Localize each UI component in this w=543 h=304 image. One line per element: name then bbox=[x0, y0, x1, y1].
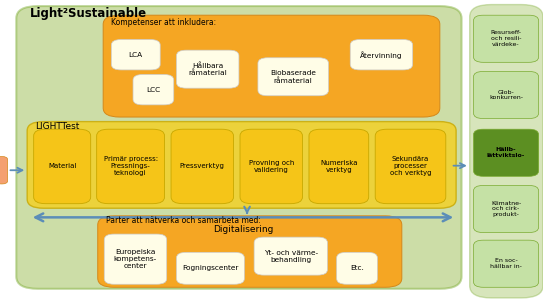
FancyBboxPatch shape bbox=[473, 129, 539, 176]
Text: LCC: LCC bbox=[146, 87, 161, 93]
Text: LCA: LCA bbox=[129, 52, 143, 58]
Text: Material: Material bbox=[48, 164, 77, 169]
Text: LIGHTTest: LIGHTTest bbox=[35, 122, 80, 131]
FancyBboxPatch shape bbox=[375, 129, 446, 204]
FancyBboxPatch shape bbox=[258, 58, 329, 96]
Text: Light²Sustainable: Light²Sustainable bbox=[30, 7, 147, 20]
Text: Sekundära
processer
och verktyg: Sekundära processer och verktyg bbox=[390, 157, 431, 176]
FancyBboxPatch shape bbox=[350, 40, 413, 70]
FancyBboxPatch shape bbox=[97, 129, 165, 204]
FancyBboxPatch shape bbox=[473, 185, 539, 233]
FancyBboxPatch shape bbox=[27, 122, 456, 208]
FancyBboxPatch shape bbox=[473, 240, 539, 287]
Text: Hållbara
råmaterial: Hållbara råmaterial bbox=[188, 62, 227, 76]
Text: Återvinning: Återvinning bbox=[360, 51, 403, 59]
FancyBboxPatch shape bbox=[133, 74, 174, 105]
FancyBboxPatch shape bbox=[254, 237, 327, 275]
FancyBboxPatch shape bbox=[0, 157, 8, 184]
Text: Glob-
konkurren-: Glob- konkurren- bbox=[489, 90, 523, 100]
Text: Fogningscenter: Fogningscenter bbox=[182, 265, 238, 271]
FancyBboxPatch shape bbox=[111, 40, 160, 70]
Text: Digitalisering: Digitalisering bbox=[213, 225, 273, 234]
FancyBboxPatch shape bbox=[34, 129, 91, 204]
Text: Primär process:
Pressnings-
teknologi: Primär process: Pressnings- teknologi bbox=[104, 157, 157, 176]
FancyBboxPatch shape bbox=[337, 252, 377, 284]
FancyBboxPatch shape bbox=[171, 129, 233, 204]
FancyBboxPatch shape bbox=[103, 15, 440, 117]
Text: Yt- och värme-
behandling: Yt- och värme- behandling bbox=[264, 250, 318, 263]
Text: Kompetenser att inkludera:: Kompetenser att inkludera: bbox=[111, 18, 217, 27]
FancyBboxPatch shape bbox=[240, 129, 302, 204]
Text: Pressverktyg: Pressverktyg bbox=[180, 164, 225, 169]
FancyBboxPatch shape bbox=[176, 50, 239, 88]
Text: Parter att nätverka och samarbeta med:: Parter att nätverka och samarbeta med: bbox=[106, 216, 261, 225]
Text: Klimatne-
och cirk-
produkt-: Klimatne- och cirk- produkt- bbox=[491, 201, 521, 217]
FancyBboxPatch shape bbox=[470, 5, 543, 298]
FancyBboxPatch shape bbox=[176, 252, 244, 284]
Text: En soc-
hällbar in-: En soc- hällbar in- bbox=[490, 258, 522, 269]
FancyBboxPatch shape bbox=[16, 6, 462, 289]
FancyBboxPatch shape bbox=[473, 15, 539, 62]
Text: Hällb-
lättviktslo-: Hällb- lättviktslo- bbox=[487, 147, 525, 158]
Text: Biobaserade
råmaterial: Biobaserade råmaterial bbox=[270, 70, 316, 84]
FancyBboxPatch shape bbox=[309, 129, 369, 204]
Text: Numeriska
verktyg: Numeriska verktyg bbox=[320, 160, 358, 173]
FancyBboxPatch shape bbox=[98, 216, 402, 287]
Text: Etc.: Etc. bbox=[350, 265, 364, 271]
FancyBboxPatch shape bbox=[104, 234, 167, 284]
Text: Resurseff-
och resili-
värdeke-: Resurseff- och resili- värdeke- bbox=[490, 30, 522, 47]
FancyBboxPatch shape bbox=[473, 71, 539, 119]
Text: Europeiska
kompetens-
center: Europeiska kompetens- center bbox=[114, 249, 157, 269]
Text: Provning och
validering: Provning och validering bbox=[249, 160, 294, 173]
